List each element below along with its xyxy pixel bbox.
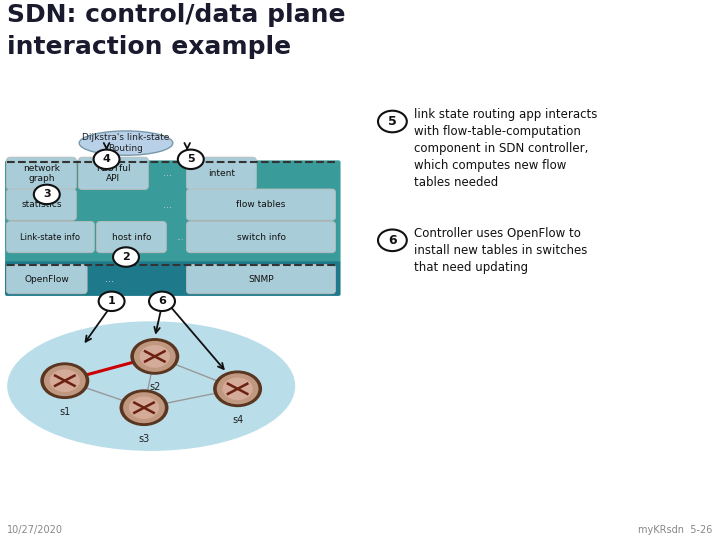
Ellipse shape: [7, 321, 295, 451]
Text: flow tables: flow tables: [236, 200, 286, 209]
Text: switch info: switch info: [236, 233, 286, 241]
FancyBboxPatch shape: [6, 221, 94, 253]
Circle shape: [149, 292, 175, 311]
Text: RESTful
API: RESTful API: [96, 164, 131, 183]
Text: ...: ...: [163, 200, 172, 210]
Text: SNMP: SNMP: [248, 275, 274, 284]
Text: ...: ...: [163, 168, 172, 178]
Text: SDN: control/data plane: SDN: control/data plane: [7, 3, 346, 26]
Circle shape: [43, 364, 86, 397]
Text: s3: s3: [138, 434, 150, 444]
FancyBboxPatch shape: [96, 221, 166, 253]
FancyBboxPatch shape: [6, 189, 76, 220]
Circle shape: [140, 345, 170, 368]
Circle shape: [50, 369, 80, 392]
Circle shape: [216, 373, 259, 405]
Text: Link-state info: Link-state info: [20, 233, 81, 241]
Circle shape: [130, 338, 179, 375]
Text: 6: 6: [388, 234, 397, 247]
FancyBboxPatch shape: [6, 265, 87, 294]
Text: 3: 3: [43, 190, 50, 199]
Text: s1: s1: [59, 407, 71, 417]
Circle shape: [40, 362, 89, 399]
Circle shape: [113, 247, 139, 267]
Text: 5: 5: [388, 115, 397, 128]
Text: network
graph: network graph: [23, 164, 60, 183]
Text: Dijkstra's link-state
Routing: Dijkstra's link-state Routing: [82, 133, 170, 153]
Text: statistics: statistics: [21, 200, 62, 209]
Text: myKRsdn  5-26: myKRsdn 5-26: [639, 524, 713, 535]
Circle shape: [120, 389, 168, 426]
Text: ...: ...: [105, 274, 114, 284]
Ellipse shape: [79, 131, 173, 156]
FancyBboxPatch shape: [186, 265, 336, 294]
Circle shape: [213, 370, 262, 407]
Circle shape: [378, 111, 407, 132]
Text: OpenFlow: OpenFlow: [24, 275, 69, 284]
Text: 2: 2: [122, 252, 130, 262]
Text: 5: 5: [187, 154, 194, 164]
Circle shape: [133, 340, 176, 373]
Circle shape: [99, 292, 125, 311]
FancyBboxPatch shape: [186, 189, 336, 220]
Text: intent: intent: [208, 169, 235, 178]
Text: s4: s4: [232, 415, 243, 425]
FancyBboxPatch shape: [6, 157, 76, 190]
Text: host info: host info: [112, 233, 151, 241]
FancyBboxPatch shape: [5, 160, 341, 264]
Circle shape: [94, 150, 120, 169]
Circle shape: [129, 396, 159, 419]
Text: Controller uses OpenFlow to
install new tables in switches
that need updating: Controller uses OpenFlow to install new …: [414, 227, 588, 274]
Text: 1: 1: [108, 296, 115, 306]
Circle shape: [378, 230, 407, 251]
Text: 10/27/2020: 10/27/2020: [7, 524, 63, 535]
Text: s2: s2: [149, 382, 161, 393]
Text: link state routing app interacts
with flow-table-computation
component in SDN co: link state routing app interacts with fl…: [414, 108, 598, 189]
FancyBboxPatch shape: [78, 157, 148, 190]
Text: ...: ...: [176, 233, 184, 241]
Circle shape: [122, 392, 166, 424]
Text: 6: 6: [158, 296, 166, 306]
Circle shape: [222, 377, 253, 400]
FancyBboxPatch shape: [186, 157, 256, 190]
Circle shape: [178, 150, 204, 169]
Text: interaction example: interaction example: [7, 35, 292, 59]
Circle shape: [34, 185, 60, 204]
Text: 4: 4: [103, 154, 110, 164]
FancyBboxPatch shape: [5, 261, 341, 296]
FancyBboxPatch shape: [186, 221, 336, 253]
